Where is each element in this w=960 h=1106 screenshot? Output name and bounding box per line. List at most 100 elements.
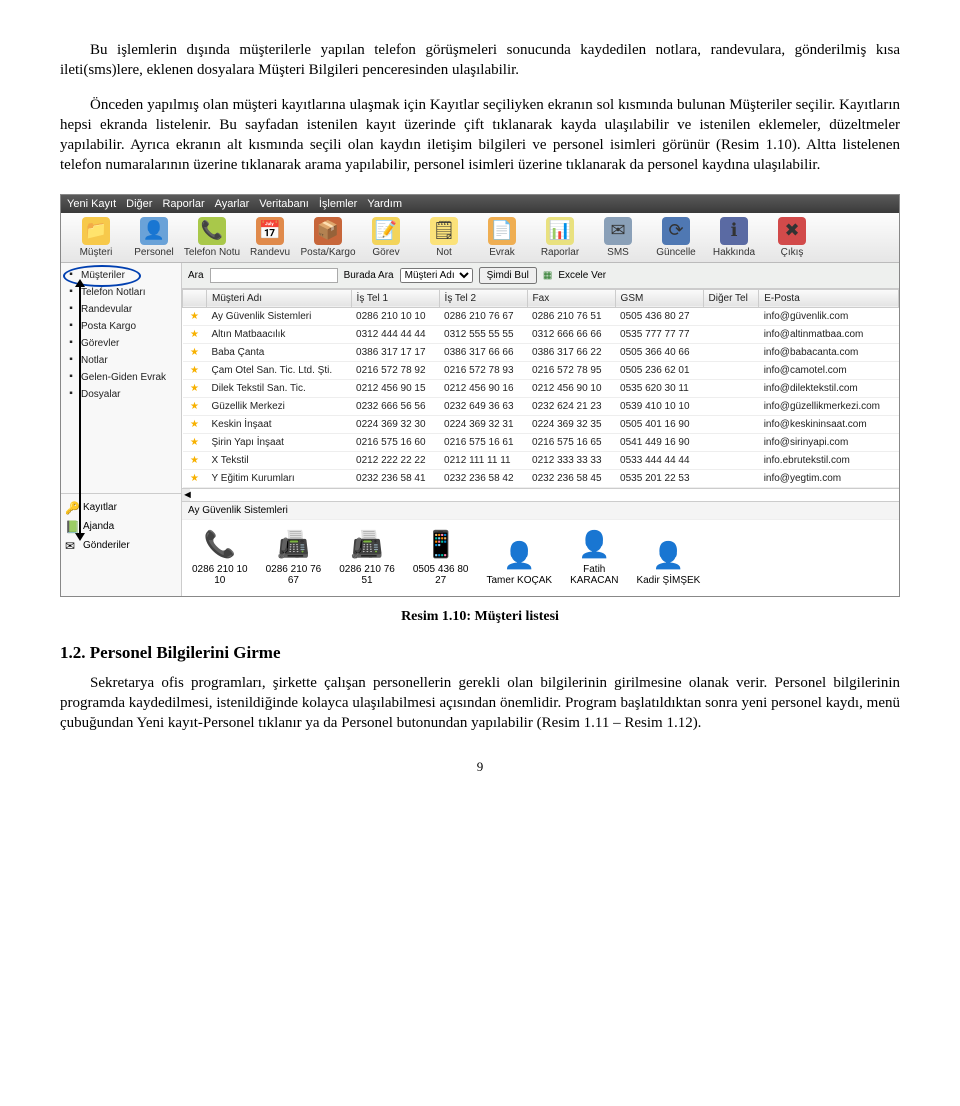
content-pane: Ara Burada Ara Müşteri Adı Şimdi Bul ▦ E… bbox=[182, 263, 899, 596]
table-row[interactable]: ★X Tekstil0212 222 22 220212 111 11 1102… bbox=[183, 451, 899, 469]
column-header[interactable]: İş Tel 2 bbox=[439, 289, 527, 307]
table-cell: 0541 449 16 90 bbox=[615, 433, 703, 451]
menu-bar[interactable]: Yeni Kayıt Diğer Raporlar Ayarlar Veritabanı… bbox=[61, 195, 899, 213]
toolbar-button[interactable]: 📊 Raporlar bbox=[531, 217, 589, 258]
sidebar-item[interactable]: ▪Müşteriler bbox=[61, 267, 181, 284]
toolbar-button[interactable]: 👤Personel bbox=[125, 217, 183, 258]
toolbar-button[interactable]: 📞Telefon Notu bbox=[183, 217, 241, 258]
menu-item[interactable]: İşlemler bbox=[319, 198, 358, 210]
detail-item[interactable]: 👤Tamer KOÇAK bbox=[487, 537, 553, 586]
toolbar-button[interactable]: 📝Görev bbox=[357, 217, 415, 258]
sidebar-item[interactable]: ▪Telefon Notları bbox=[61, 284, 181, 301]
toolbar-button[interactable]: 🗒Not bbox=[415, 217, 473, 258]
find-now-button[interactable]: Şimdi Bul bbox=[479, 267, 537, 284]
toolbar-button[interactable]: 📦Posta/Kargo bbox=[299, 217, 357, 258]
table-row[interactable]: ★Ay Güvenlik Sistemleri0286 210 10 10028… bbox=[183, 307, 899, 325]
sidebar-item[interactable]: ▪Notlar bbox=[61, 352, 181, 369]
sidebar-item-icon: ▪ bbox=[65, 371, 77, 383]
table-cell: Ay Güvenlik Sistemleri bbox=[207, 307, 352, 325]
table-cell bbox=[703, 307, 759, 325]
horizontal-scroll-left-cap[interactable]: ◄ bbox=[182, 488, 190, 501]
detail-item[interactable]: 📠0286 210 7667 bbox=[266, 526, 322, 586]
app-window: Yeni Kayıt Diğer Raporlar Ayarlar Veritabanı… bbox=[60, 194, 900, 597]
detail-item[interactable]: 👤FatihKARACAN bbox=[570, 526, 618, 586]
menu-item[interactable]: Yeni Kayıt bbox=[67, 198, 116, 210]
sidebar-item[interactable]: ▪Görevler bbox=[61, 335, 181, 352]
sidebar-section-button[interactable]: 🔑Kayıtlar bbox=[61, 498, 181, 517]
table-cell: 0216 575 16 60 bbox=[351, 433, 439, 451]
toolbar-label: Raporlar bbox=[541, 247, 579, 258]
table-cell: 0212 111 11 11 bbox=[439, 451, 527, 469]
column-header[interactable]: Diğer Tel bbox=[703, 289, 759, 307]
search-bar: Ara Burada Ara Müşteri Adı Şimdi Bul ▦ E… bbox=[182, 263, 899, 289]
detail-item[interactable]: 📱0505 436 8027 bbox=[413, 526, 469, 586]
table-row[interactable]: ★Güzellik Merkezi0232 666 56 560232 649 … bbox=[183, 397, 899, 415]
table-cell: 0386 317 66 66 bbox=[439, 343, 527, 361]
toolbar-button[interactable]: ✖Çıkış bbox=[763, 217, 821, 258]
sidebar-section-label: Gönderiler bbox=[83, 540, 130, 551]
table-cell: info.ebrutekstil.com bbox=[759, 451, 899, 469]
sidebar-item-label: Notlar bbox=[81, 355, 108, 366]
toolbar-button[interactable]: ⟳Güncelle bbox=[647, 217, 705, 258]
table-cell: 0386 317 66 22 bbox=[527, 343, 615, 361]
row-star-icon: ★ bbox=[183, 379, 207, 397]
table-cell: X Tekstil bbox=[207, 451, 352, 469]
table-row[interactable]: ★Baba Çanta0386 317 17 170386 317 66 660… bbox=[183, 343, 899, 361]
column-header[interactable]: İş Tel 1 bbox=[351, 289, 439, 307]
table-cell: 0216 572 78 95 bbox=[527, 361, 615, 379]
row-star-icon: ★ bbox=[183, 361, 207, 379]
table-cell: 0212 456 90 16 bbox=[439, 379, 527, 397]
detail-icon: 👤 bbox=[650, 537, 686, 575]
sidebar-item-label: Gelen-Giden Evrak bbox=[81, 372, 166, 383]
table-row[interactable]: ★Y Eğitim Kurumları0232 236 58 410232 23… bbox=[183, 469, 899, 487]
menu-item[interactable]: Veritabanı bbox=[259, 198, 309, 210]
table-row[interactable]: ★Keskin İnşaat0224 369 32 300224 369 32 … bbox=[183, 415, 899, 433]
search-input[interactable] bbox=[210, 268, 338, 283]
sidebar-item[interactable]: ▪Dosyalar bbox=[61, 386, 181, 403]
excel-export-button[interactable]: Excele Ver bbox=[558, 270, 606, 281]
detail-icon: 📠 bbox=[275, 526, 311, 564]
toolbar-icon: ✖ bbox=[778, 217, 806, 245]
sidebar-item[interactable]: ▪Posta Kargo bbox=[61, 318, 181, 335]
sidebar-item[interactable]: ▪ Gelen-Giden Evrak bbox=[61, 369, 181, 386]
table-row[interactable]: ★Şirin Yapı İnşaat0216 575 16 600216 575… bbox=[183, 433, 899, 451]
search-field-select[interactable]: Müşteri Adı bbox=[400, 268, 473, 283]
sidebar-section-label: Ajanda bbox=[83, 521, 114, 532]
detail-item[interactable]: 📞0286 210 1010 bbox=[192, 526, 248, 586]
toolbar-button[interactable]: ℹHakkında bbox=[705, 217, 763, 258]
sidebar-item-icon: ▪ bbox=[65, 320, 77, 332]
column-header[interactable]: E-Posta bbox=[759, 289, 899, 307]
toolbar-button[interactable]: 📅Randevu bbox=[241, 217, 299, 258]
table-cell: 0286 210 10 10 bbox=[351, 307, 439, 325]
table-row[interactable]: ★Altın Matbaacılık0312 444 44 440312 555… bbox=[183, 325, 899, 343]
detail-row: 📞0286 210 1010 📠0286 210 7667 📠0286 210 76… bbox=[182, 519, 899, 596]
toolbar-button[interactable]: ✉SMS bbox=[589, 217, 647, 258]
table-cell: info@camotel.com bbox=[759, 361, 899, 379]
column-header[interactable]: Fax bbox=[527, 289, 615, 307]
sidebar-item[interactable]: ▪Randevular bbox=[61, 301, 181, 318]
detail-item[interactable]: 📠0286 210 7651 bbox=[339, 526, 395, 586]
menu-item[interactable]: Raporlar bbox=[162, 198, 204, 210]
toolbar-button[interactable]: 📁Müşteri bbox=[67, 217, 125, 258]
menu-item[interactable]: Diğer bbox=[126, 198, 152, 210]
column-header[interactable] bbox=[183, 289, 207, 307]
sidebar-item-icon: ▪ bbox=[65, 269, 77, 281]
detail-item[interactable]: 👤Kadir ŞİMŞEK bbox=[636, 537, 700, 586]
table-cell: 0212 456 90 10 bbox=[527, 379, 615, 397]
column-header[interactable]: GSM bbox=[615, 289, 703, 307]
sidebar-section-icon: ✉ bbox=[65, 539, 75, 553]
toolbar-button[interactable]: 📄Evrak bbox=[473, 217, 531, 258]
main-area: ▪Müşteriler▪Telefon Notları▪Randevular▪P… bbox=[61, 263, 899, 596]
detail-icon: 📱 bbox=[423, 526, 459, 564]
toolbar-icon: 📊 bbox=[546, 217, 574, 245]
table-cell bbox=[703, 379, 759, 397]
table-cell bbox=[703, 433, 759, 451]
table-row[interactable]: ★Dilek Tekstil San. Tic.0212 456 90 1502… bbox=[183, 379, 899, 397]
sidebar-section-button[interactable]: ✉ Gönderiler bbox=[61, 536, 181, 555]
column-header[interactable]: Müşteri Adı bbox=[207, 289, 352, 307]
table-cell: Altın Matbaacılık bbox=[207, 325, 352, 343]
menu-item[interactable]: Ayarlar bbox=[215, 198, 250, 210]
table-row[interactable]: ★Çam Otel San. Tic. Ltd. Şti.0216 572 78… bbox=[183, 361, 899, 379]
sidebar-section-button[interactable]: 📗Ajanda bbox=[61, 517, 181, 536]
menu-item[interactable]: Yardım bbox=[367, 198, 402, 210]
